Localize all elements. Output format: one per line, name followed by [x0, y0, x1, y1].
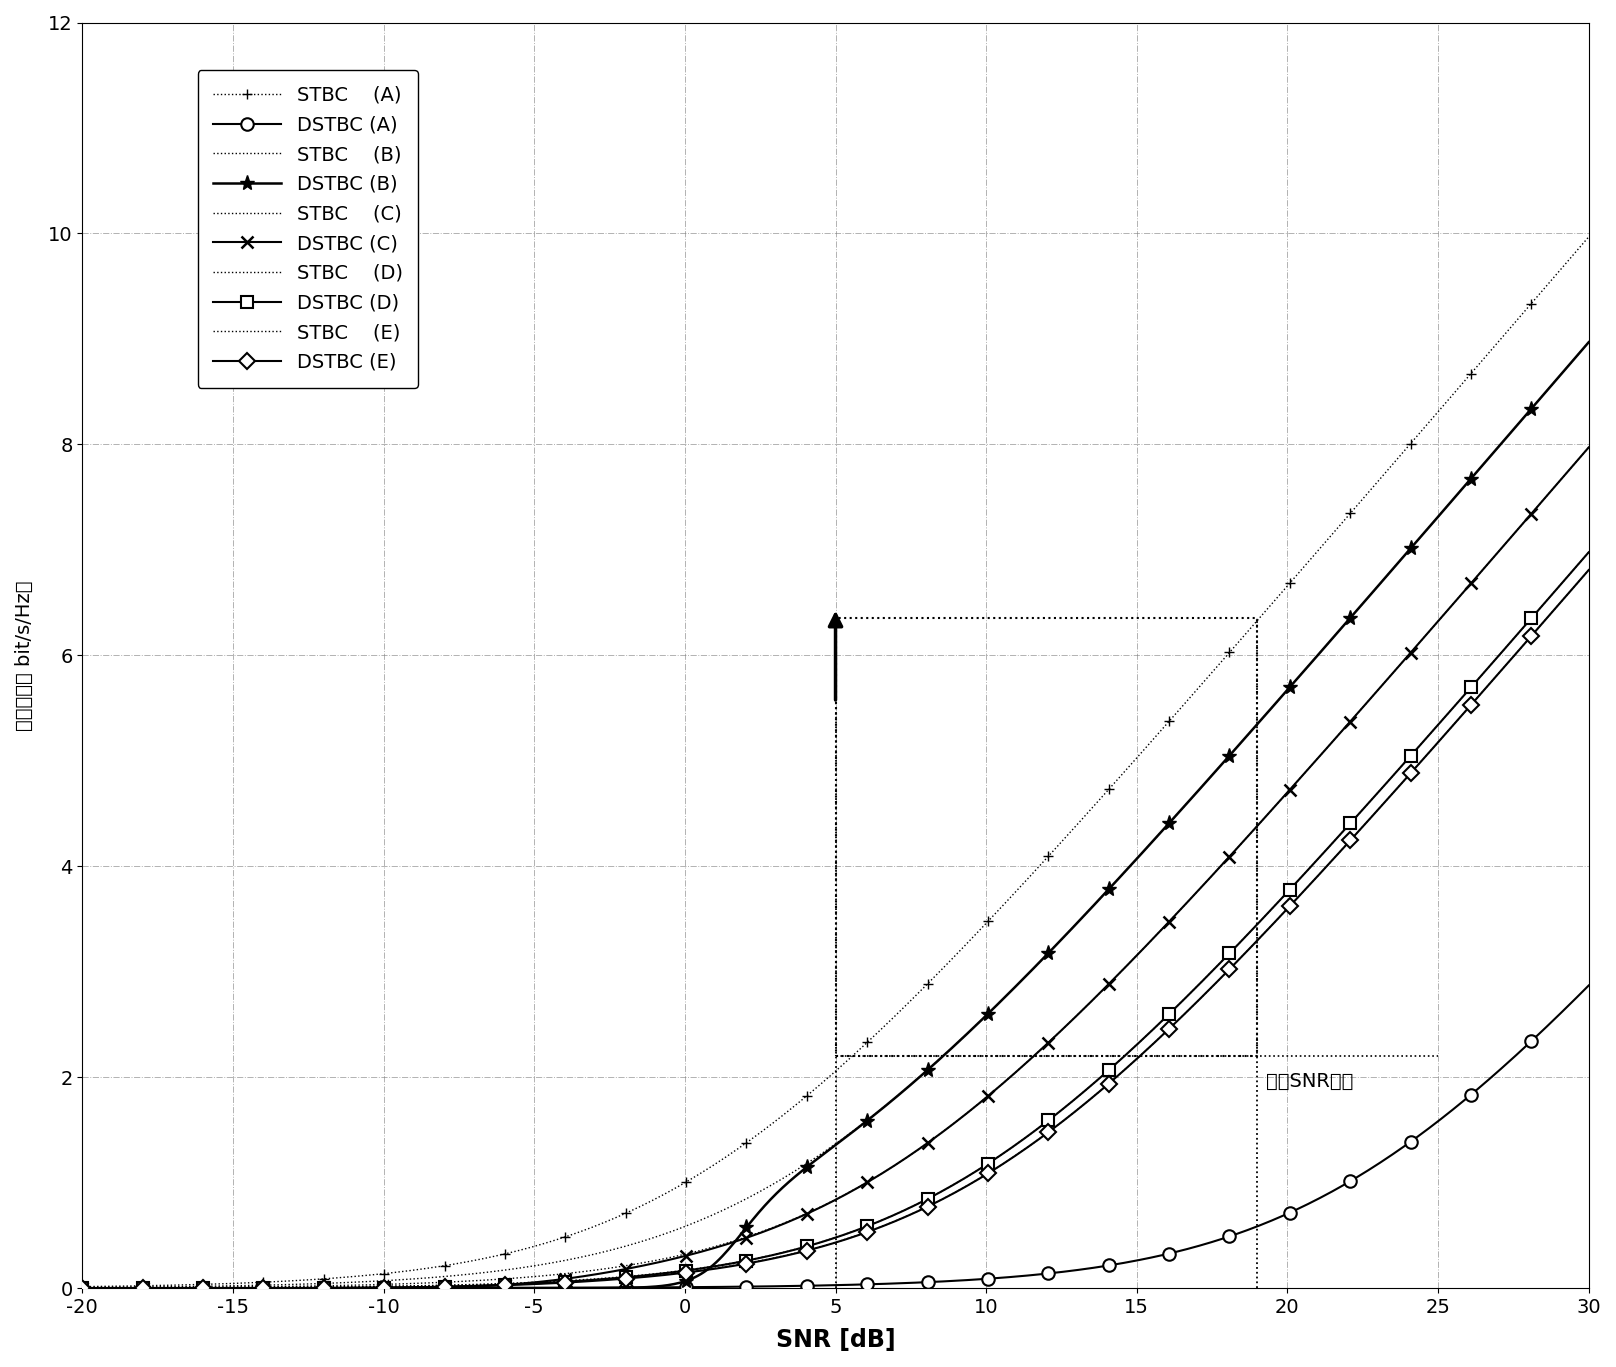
- DSTBC (D): [970, 1161, 989, 1177]
- X-axis label: SNR [dB]: SNR [dB]: [776, 1327, 895, 1352]
- STBC    (D): [789, 1240, 808, 1256]
- DSTBC (B): [789, 1166, 808, 1182]
- DSTBC (C): [797, 1206, 816, 1222]
- STBC    (B): [789, 1161, 808, 1177]
- STBC    (B): [970, 1014, 989, 1031]
- Y-axis label: 传输容量［ bit/s/Hz］: 传输容量［ bit/s/Hz］: [15, 580, 34, 730]
- STBC    (A): [1543, 271, 1563, 287]
- STBC    (E): [797, 1243, 816, 1259]
- STBC    (D): [1579, 544, 1598, 560]
- STBC    (A): [73, 1278, 92, 1295]
- STBC    (A): [789, 1095, 808, 1111]
- DSTBC (A): [1307, 1191, 1327, 1207]
- DSTBC (A): [797, 1278, 816, 1295]
- Line: DSTBC (E): DSTBC (E): [78, 565, 1595, 1293]
- DSTBC (C): [73, 1280, 92, 1296]
- DSTBC (A): [789, 1278, 808, 1295]
- Line: DSTBC (B): DSTBC (B): [74, 335, 1597, 1296]
- DSTBC (A): [73, 1280, 92, 1296]
- STBC    (B): [1307, 648, 1327, 664]
- DSTBC (E): [789, 1245, 808, 1262]
- STBC    (D): [970, 1161, 989, 1177]
- STBC    (D): [1307, 852, 1327, 868]
- STBC    (B): [887, 1088, 907, 1105]
- Line: STBC    (B): STBC (B): [82, 342, 1589, 1288]
- DSTBC (E): [887, 1213, 907, 1229]
- STBC    (E): [887, 1213, 907, 1229]
- DSTBC (B): [797, 1159, 816, 1176]
- STBC    (C): [1543, 481, 1563, 498]
- STBC    (C): [1307, 750, 1327, 767]
- DSTBC (C): [1543, 481, 1563, 498]
- DSTBC (E): [797, 1243, 816, 1259]
- STBC    (B): [73, 1280, 92, 1296]
- STBC    (B): [1543, 376, 1563, 392]
- DSTBC (D): [1307, 852, 1327, 868]
- DSTBC (B): [1543, 376, 1563, 392]
- STBC    (E): [970, 1170, 989, 1187]
- DSTBC (C): [789, 1210, 808, 1226]
- DSTBC (A): [1543, 1013, 1563, 1029]
- DSTBC (D): [73, 1280, 92, 1296]
- STBC    (C): [73, 1280, 92, 1296]
- DSTBC (E): [1543, 603, 1563, 619]
- STBC    (C): [970, 1095, 989, 1111]
- STBC    (B): [797, 1155, 816, 1172]
- DSTBC (C): [887, 1155, 907, 1172]
- STBC    (E): [1307, 868, 1327, 884]
- Line: STBC    (C): STBC (C): [82, 447, 1589, 1288]
- DSTBC (D): [1543, 586, 1563, 603]
- Line: STBC    (A): STBC (A): [78, 232, 1593, 1292]
- STBC    (D): [1543, 586, 1563, 603]
- STBC    (B): [1579, 334, 1598, 350]
- STBC    (D): [797, 1239, 816, 1255]
- STBC    (A): [887, 1006, 907, 1023]
- DSTBC (D): [1579, 544, 1598, 560]
- DSTBC (E): [970, 1170, 989, 1187]
- STBC    (D): [887, 1206, 907, 1222]
- DSTBC (B): [1307, 648, 1327, 664]
- Line: STBC    (E): STBC (E): [82, 570, 1589, 1288]
- Line: DSTBC (A): DSTBC (A): [76, 979, 1595, 1295]
- STBC    (E): [1543, 603, 1563, 619]
- DSTBC (A): [887, 1275, 907, 1292]
- DSTBC (B): [73, 1280, 92, 1296]
- DSTBC (C): [1579, 439, 1598, 455]
- STBC    (A): [1579, 228, 1598, 245]
- STBC    (D): [73, 1280, 92, 1296]
- STBC    (C): [1579, 439, 1598, 455]
- STBC    (A): [970, 923, 989, 939]
- STBC    (C): [887, 1155, 907, 1172]
- STBC    (A): [797, 1088, 816, 1105]
- DSTBC (D): [789, 1241, 808, 1258]
- Line: DSTBC (C): DSTBC (C): [76, 442, 1595, 1295]
- DSTBC (D): [797, 1239, 816, 1255]
- DSTBC (A): [1579, 977, 1598, 994]
- STBC    (E): [1579, 562, 1598, 578]
- Line: STBC    (D): STBC (D): [82, 552, 1589, 1288]
- STBC    (C): [789, 1210, 808, 1226]
- DSTBC (D): [887, 1206, 907, 1222]
- DSTBC (A): [970, 1271, 989, 1288]
- DSTBC (B): [970, 1014, 989, 1031]
- STBC    (C): [797, 1206, 816, 1222]
- DSTBC (E): [1579, 562, 1598, 578]
- Text: 切换SNR阈値: 切换SNR阈値: [1267, 1072, 1354, 1091]
- DSTBC (E): [73, 1280, 92, 1296]
- DSTBC (C): [1307, 750, 1327, 767]
- STBC    (E): [789, 1244, 808, 1260]
- Line: DSTBC (D): DSTBC (D): [76, 545, 1595, 1295]
- DSTBC (E): [1307, 868, 1327, 884]
- DSTBC (B): [887, 1088, 907, 1105]
- STBC    (E): [73, 1280, 92, 1296]
- STBC    (A): [1307, 544, 1327, 560]
- DSTBC (B): [1579, 334, 1598, 350]
- DSTBC (C): [970, 1095, 989, 1111]
- Legend: STBC    (A), DSTBC (A), STBC    (B), DSTBC (B), STBC    (C), DSTBC (C), STBC    : STBC (A), DSTBC (A), STBC (B), DSTBC (B)…: [197, 70, 419, 388]
